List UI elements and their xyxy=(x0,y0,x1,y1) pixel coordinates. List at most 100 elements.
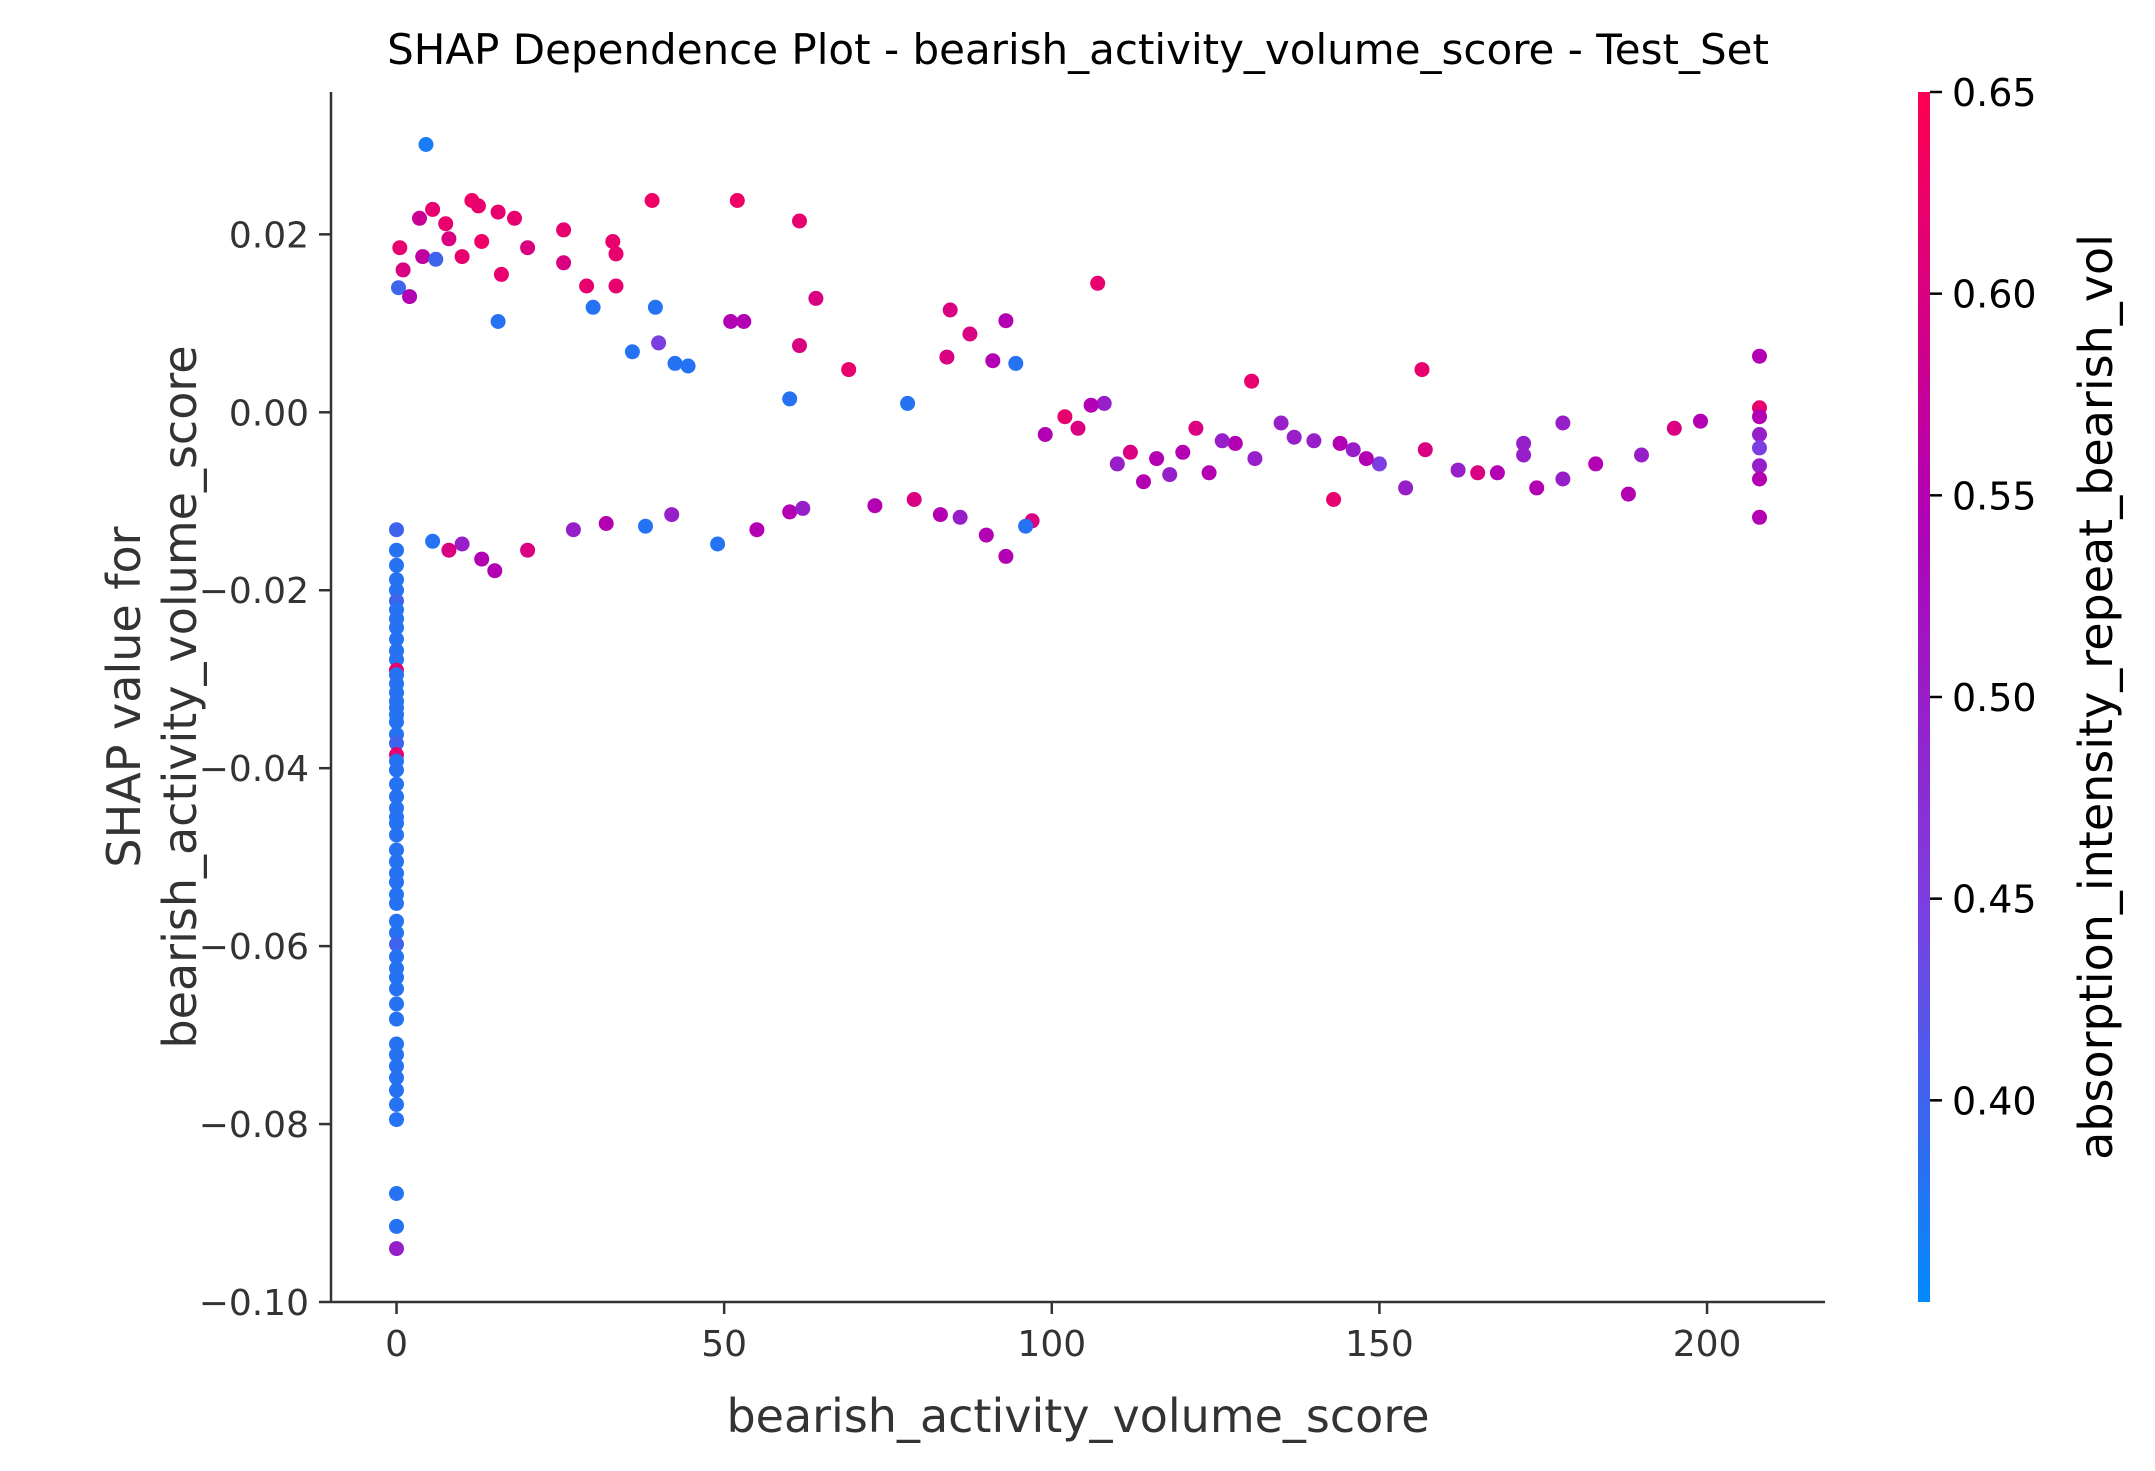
data-point xyxy=(389,1186,404,1201)
data-point xyxy=(1244,373,1260,389)
x-tick-label: 100 xyxy=(1017,1324,1086,1365)
data-point xyxy=(1752,348,1767,364)
data-point xyxy=(389,1112,404,1128)
data-point xyxy=(841,362,857,378)
data-point xyxy=(932,507,948,523)
data-point xyxy=(1332,435,1348,451)
data-point xyxy=(412,210,427,226)
data-point xyxy=(389,1047,404,1063)
data-point xyxy=(1666,420,1682,436)
data-point xyxy=(1417,442,1433,458)
data-point xyxy=(647,299,663,315)
colorbar-ticks: 0.65 0.60 0.55 0.50 0.45 0.40 xyxy=(1930,71,2037,1123)
data-point xyxy=(1620,486,1636,502)
data-point xyxy=(395,262,411,278)
data-point xyxy=(389,1241,404,1257)
data-point xyxy=(441,231,457,247)
data-point xyxy=(900,395,916,411)
data-point xyxy=(608,278,624,294)
data-point xyxy=(729,193,745,208)
data-point xyxy=(389,854,404,870)
data-point xyxy=(1070,420,1086,436)
data-point xyxy=(1358,451,1374,467)
data-point xyxy=(556,222,572,238)
data-point xyxy=(389,925,404,941)
data-point xyxy=(749,522,765,538)
data-point xyxy=(389,1218,404,1234)
data-point xyxy=(389,652,404,668)
data-point xyxy=(1470,465,1486,481)
data-point xyxy=(1752,440,1767,456)
colorbar-tick-label: 0.45 xyxy=(1952,878,2037,922)
x-axis-ticks: 0 50 100 150 200 xyxy=(385,1302,1741,1365)
data-point xyxy=(1529,480,1545,496)
data-point xyxy=(402,289,418,305)
data-point xyxy=(454,536,470,552)
data-point xyxy=(454,249,470,265)
data-point xyxy=(1752,509,1767,525)
data-point xyxy=(389,1082,404,1098)
data-point xyxy=(638,518,653,534)
data-point xyxy=(782,504,798,520)
data-point xyxy=(474,551,490,567)
data-point xyxy=(978,527,994,543)
x-tick-label: 200 xyxy=(1673,1324,1742,1365)
data-point xyxy=(490,204,506,220)
y-axis-label: SHAP value for bearish_activity_volume_s… xyxy=(97,345,207,1048)
data-point xyxy=(664,507,680,523)
x-tick-label: 0 xyxy=(385,1324,408,1365)
data-point xyxy=(1588,456,1604,472)
data-point xyxy=(1286,429,1302,445)
data-point xyxy=(1398,480,1414,496)
data-point xyxy=(389,620,404,636)
data-point xyxy=(418,137,434,152)
data-point xyxy=(1345,442,1361,458)
data-point xyxy=(493,266,509,282)
data-point xyxy=(867,498,883,514)
data-point xyxy=(710,536,726,552)
data-point xyxy=(792,338,807,354)
data-point xyxy=(998,313,1014,329)
data-point xyxy=(389,815,404,831)
data-point xyxy=(1037,427,1053,442)
data-point xyxy=(1752,409,1767,425)
data-point xyxy=(389,522,404,538)
data-point xyxy=(425,201,441,217)
data-point xyxy=(389,631,404,647)
data-point xyxy=(389,542,404,558)
data-point xyxy=(624,344,640,360)
data-point xyxy=(1752,458,1767,474)
data-point xyxy=(598,516,614,531)
data-point xyxy=(490,314,506,329)
data-point xyxy=(1371,456,1387,472)
data-point xyxy=(1096,395,1112,411)
y-tick-label: −0.06 xyxy=(199,927,309,968)
y-tick-label: 0.02 xyxy=(229,215,309,256)
data-point xyxy=(1083,397,1099,413)
data-point xyxy=(1555,415,1571,431)
data-point xyxy=(1057,409,1073,425)
data-point xyxy=(1090,275,1106,291)
data-point xyxy=(389,714,404,730)
data-point xyxy=(389,949,404,965)
data-point xyxy=(389,1011,404,1027)
data-point xyxy=(1516,447,1532,463)
colorbar-tick-label: 0.60 xyxy=(1952,273,2037,317)
data-point xyxy=(389,557,404,573)
data-point xyxy=(428,251,444,267)
data-point xyxy=(605,234,621,249)
data-point xyxy=(389,996,404,1012)
data-point xyxy=(1489,465,1505,481)
data-point xyxy=(792,213,807,229)
data-point xyxy=(389,1070,404,1086)
data-point xyxy=(389,789,404,805)
data-point xyxy=(1109,456,1125,472)
data-point xyxy=(389,572,404,588)
colorbar-tick-label: 0.65 xyxy=(1952,71,2037,115)
data-point xyxy=(1247,451,1263,467)
y-tick-label: −0.08 xyxy=(199,1105,309,1146)
y-tick-label: −0.04 xyxy=(199,749,309,790)
data-point xyxy=(438,216,454,232)
data-point xyxy=(507,210,522,226)
